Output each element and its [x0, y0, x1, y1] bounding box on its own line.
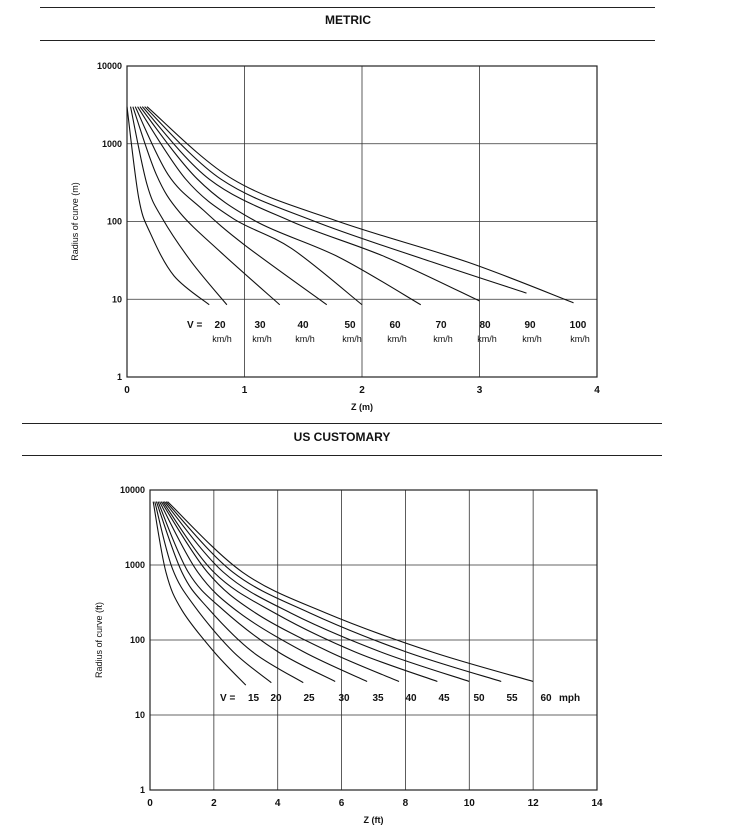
speed-label-90: 90	[524, 320, 536, 331]
speed-unit-label: km/h	[433, 334, 453, 344]
x-tick-label: 3	[477, 385, 483, 396]
x-axis-title: Z (m)	[351, 402, 373, 412]
x-tick-label: 4	[594, 385, 600, 396]
series-line-20	[126, 106, 210, 306]
speed-unit-label: km/h	[570, 334, 590, 344]
y-tick-label: 1	[117, 372, 122, 382]
series-line-70	[139, 106, 422, 306]
speed-unit-label: km/h	[252, 334, 272, 344]
y-tick-label: 10000	[97, 61, 122, 71]
y-tick-label: 10	[112, 294, 122, 304]
speed-unit-label: km/h	[522, 334, 542, 344]
section-title-us-customary: US CUSTOMARY	[293, 430, 391, 444]
speed-label-80: 80	[479, 320, 491, 331]
series-line-30	[129, 106, 228, 306]
series-line-60	[137, 106, 363, 306]
series-line-90	[144, 106, 527, 294]
speed-unit-label: km/h	[212, 334, 232, 344]
rule-mid-2	[22, 455, 662, 456]
series-line-80	[141, 106, 480, 302]
x-tick-label: 0	[124, 385, 130, 396]
series-line-100	[146, 106, 574, 304]
rule-top-2	[40, 40, 655, 41]
x-tick-label: 1	[242, 385, 248, 396]
y-tick-label: 1000	[102, 139, 122, 149]
speed-unit-label: km/h	[342, 334, 362, 344]
x-tick-label: 2	[359, 385, 365, 396]
speed-label-100: 100	[570, 320, 587, 331]
series-line-40	[132, 106, 281, 306]
speed-label-20: 20	[214, 320, 226, 331]
speed-prefix: V =	[187, 320, 202, 331]
speed-unit-label: km/h	[387, 334, 407, 344]
series-line-50	[134, 106, 328, 306]
speed-label-50: 50	[344, 320, 356, 331]
speed-label-30: 30	[254, 320, 266, 331]
speed-label-70: 70	[435, 320, 447, 331]
speed-label-40: 40	[297, 320, 309, 331]
rule-top-1	[40, 7, 655, 8]
plot-frame	[126, 65, 598, 378]
rule-mid-1	[22, 423, 662, 424]
y-tick-label: 100	[107, 217, 122, 227]
section-title-metric: METRIC	[325, 13, 371, 27]
speed-label-60: 60	[389, 320, 401, 331]
y-axis-title: Radius of curve (m)	[70, 182, 80, 261]
speed-unit-label: km/h	[477, 334, 497, 344]
speed-unit-label: km/h	[295, 334, 315, 344]
